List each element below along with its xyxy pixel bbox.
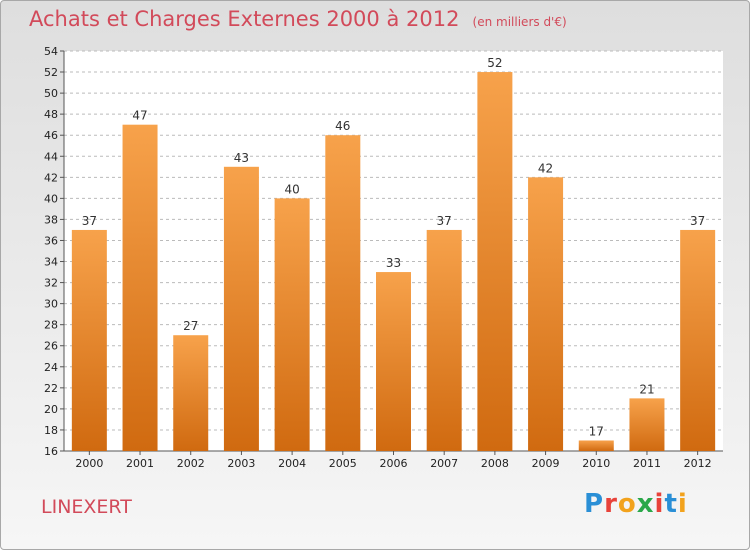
- x-tick-label-2009: 2009: [532, 457, 560, 470]
- value-label-2001: 47: [132, 109, 147, 123]
- y-tick-label: 54: [44, 45, 58, 58]
- bars: [71, 72, 716, 452]
- x-tick-label-2001: 2001: [126, 457, 154, 470]
- x-tick-label-2000: 2000: [75, 457, 103, 470]
- logo-letter: i: [654, 489, 665, 519]
- bar-2001: [122, 124, 158, 452]
- bar-2010: [578, 440, 614, 451]
- value-label-2005: 46: [335, 119, 350, 133]
- logo-letter: o: [617, 489, 637, 519]
- x-tick-label-2004: 2004: [278, 457, 306, 470]
- logo-letter: i: [677, 489, 688, 519]
- y-tick-label: 26: [44, 340, 58, 353]
- value-label-2003: 43: [234, 151, 249, 165]
- y-tick-label: 52: [44, 66, 58, 79]
- y-tick-label: 20: [44, 403, 58, 416]
- value-label-2008: 52: [487, 56, 502, 70]
- x-tick-label-2003: 2003: [227, 457, 255, 470]
- x-tick-label-2002: 2002: [177, 457, 205, 470]
- y-tick-label: 46: [44, 129, 58, 142]
- x-tick-label-2007: 2007: [430, 457, 458, 470]
- y-tick-label: 42: [44, 171, 58, 184]
- y-tick-label: 38: [44, 213, 58, 226]
- value-label-2009: 42: [538, 161, 553, 175]
- bar-2000: [71, 229, 107, 451]
- y-tick-label: 48: [44, 108, 58, 121]
- value-label-2004: 40: [284, 182, 299, 196]
- bar-2011: [629, 398, 665, 451]
- y-tick-label: 24: [44, 361, 58, 374]
- bar-2002: [173, 335, 209, 451]
- y-tick-label: 22: [44, 382, 58, 395]
- logo-letter: P: [584, 489, 605, 519]
- value-label-2002: 27: [183, 319, 198, 333]
- y-tick-label: 36: [44, 234, 58, 247]
- y-tick-label: 18: [44, 424, 58, 437]
- y-tick-label: 34: [44, 256, 58, 269]
- axes: 16 18 20 22 24 26 28 30 32 34 36 38 40 42 44 46 48 50 52 54: [44, 45, 723, 458]
- bar-2009: [528, 177, 564, 451]
- commune-name: LINEXERT: [41, 496, 132, 518]
- y-tick-label: 28: [44, 319, 58, 332]
- y-tick-label: 16: [44, 445, 58, 458]
- logo-letter: x: [636, 489, 655, 519]
- value-label-2007: 37: [437, 214, 452, 228]
- value-label-2011: 21: [639, 382, 654, 396]
- x-tick-label-2012: 2012: [684, 457, 712, 470]
- logo-letter: t: [664, 489, 678, 519]
- y-tick-label: 44: [44, 150, 58, 163]
- value-label-2000: 37: [82, 214, 97, 228]
- x-tick-label-2008: 2008: [481, 457, 509, 470]
- x-tick-label-2006: 2006: [380, 457, 408, 470]
- value-label-2012: 37: [690, 214, 705, 228]
- x-tick-label-2011: 2011: [633, 457, 661, 470]
- bar-2006: [376, 272, 411, 451]
- labels: 37 2000 47 2001 27 2002 43 2003 40 2004 46 2005 33 20…: [75, 56, 711, 470]
- value-label-2006: 33: [386, 256, 401, 270]
- bar-2012: [680, 229, 716, 451]
- value-label-2010: 17: [589, 424, 604, 438]
- chart-subtitle: (en milliers d'€): [472, 15, 567, 29]
- bar-2003: [223, 166, 259, 451]
- bar-2005: [325, 135, 361, 452]
- proxiti-logo: Proxiti: [584, 489, 688, 519]
- x-tick-label-2010: 2010: [582, 457, 610, 470]
- y-tick-label: 40: [44, 192, 58, 205]
- bar-2004: [274, 198, 310, 451]
- bar-2008: [477, 72, 513, 451]
- y-tick-label: 50: [44, 87, 58, 100]
- logo-letter: r: [604, 489, 618, 519]
- y-tick-label: 32: [44, 277, 58, 290]
- bar-2007: [426, 229, 462, 451]
- chart-title-block: Achats et Charges Externes 2000 à 2012 (…: [29, 7, 567, 31]
- y-tick-label: 30: [44, 298, 58, 311]
- x-tick-label-2005: 2005: [329, 457, 357, 470]
- chart-title: Achats et Charges Externes 2000 à 2012: [29, 7, 460, 31]
